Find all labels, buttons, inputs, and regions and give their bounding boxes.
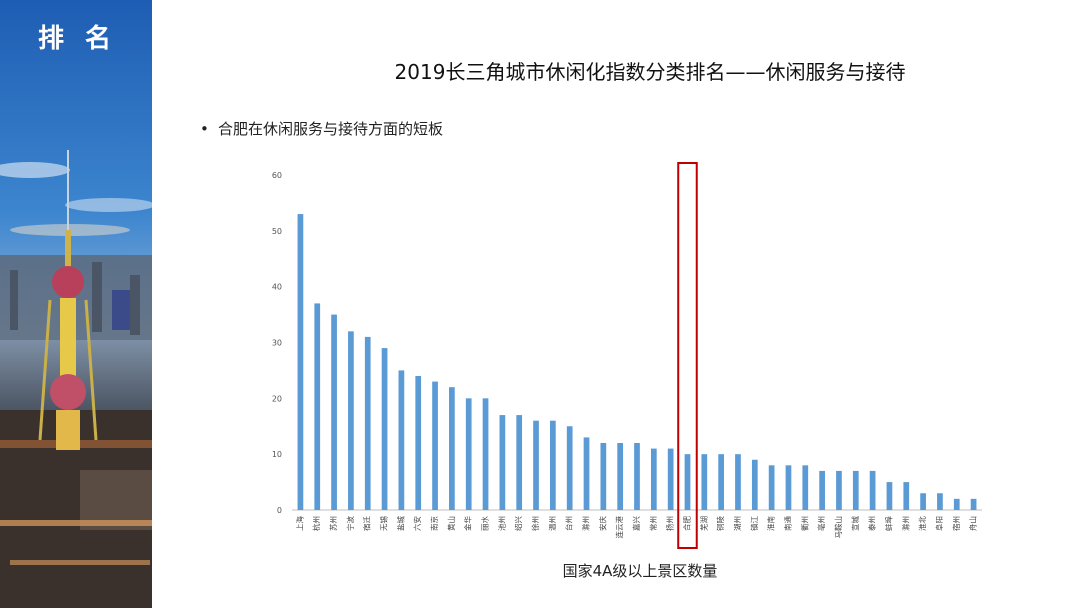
highlight-box bbox=[677, 162, 698, 549]
x-tick-label: 蚌埠 bbox=[883, 516, 893, 531]
bar bbox=[398, 370, 405, 510]
sidebar-photo: 排 名 bbox=[0, 0, 152, 608]
x-tick-label: 扬州 bbox=[665, 516, 675, 531]
x-tick-label: 淮北 bbox=[917, 516, 927, 531]
x-tick-label: 镇江 bbox=[749, 516, 759, 531]
x-tick-label: 六安 bbox=[412, 516, 422, 531]
bar bbox=[768, 465, 775, 510]
x-tick-label: 温州 bbox=[548, 516, 557, 531]
y-tick-label: 40 bbox=[272, 283, 282, 292]
bar bbox=[869, 470, 876, 510]
x-tick-label: 宁波 bbox=[345, 516, 355, 531]
bar-chart: 0 10 20 30 40 50 60 上海 杭州 苏州 宁波 宿迁 无锡 盐城 六安 南京 黄山 金华 丽水 池州绍… bbox=[272, 162, 982, 549]
bar bbox=[937, 493, 943, 510]
x-tick-label: 安庆 bbox=[597, 516, 607, 531]
x-tick-label: 亳州 bbox=[816, 516, 826, 531]
x-tick-label: 淮南 bbox=[766, 516, 776, 531]
bar bbox=[499, 415, 506, 510]
bar bbox=[600, 443, 607, 510]
bar bbox=[583, 437, 590, 510]
x-tick-label: 芜湖 bbox=[698, 516, 708, 531]
bar bbox=[432, 381, 438, 510]
bar bbox=[684, 454, 691, 510]
x-tick-label: 金华 bbox=[463, 516, 473, 531]
bullet-point: • 合肥在休闲服务与接待方面的短板 bbox=[200, 118, 443, 139]
x-tick-label: 宿迁 bbox=[362, 516, 372, 531]
x-tick-label: 连云港 bbox=[614, 516, 624, 539]
x-tick-label: 滁州 bbox=[900, 516, 910, 531]
bar bbox=[785, 465, 792, 510]
bullet-dot: • bbox=[200, 120, 209, 138]
bar bbox=[836, 470, 842, 510]
x-tick-label: 黄山 bbox=[446, 516, 456, 531]
bar bbox=[886, 482, 893, 510]
bar bbox=[735, 454, 741, 510]
bar bbox=[650, 448, 657, 510]
x-tick-label: 湖州 bbox=[733, 516, 742, 531]
x-tick-label: 阜阳 bbox=[934, 516, 944, 531]
x-tick-label: 泰州 bbox=[867, 516, 877, 531]
shanghai-skyline-image bbox=[0, 0, 152, 608]
x-tick-label: 苏州 bbox=[328, 516, 338, 531]
x-tick-label: 宣城 bbox=[850, 516, 860, 531]
bar bbox=[364, 336, 371, 510]
x-tick-label: 无锡 bbox=[380, 516, 389, 531]
bar bbox=[449, 387, 455, 510]
x-tick-label: 衢州 bbox=[799, 516, 809, 531]
x-tick-label: 滁州 bbox=[581, 516, 591, 531]
x-tick-label: 丽水 bbox=[480, 516, 490, 531]
bar bbox=[465, 398, 472, 510]
x-tick-label: 池州 bbox=[496, 516, 506, 531]
bar bbox=[381, 348, 388, 510]
x-tick-label: 常州 bbox=[649, 516, 658, 531]
bar bbox=[549, 420, 556, 510]
sidebar-label: 排 名 bbox=[38, 24, 118, 54]
bar bbox=[667, 448, 674, 510]
bar bbox=[482, 398, 489, 510]
bar bbox=[751, 459, 758, 510]
bar bbox=[718, 454, 725, 510]
bar bbox=[516, 415, 523, 510]
bar bbox=[953, 498, 960, 510]
page-title: 2019长三角城市休闲化指数分类排名——休闲服务与接待 bbox=[394, 60, 906, 84]
bar bbox=[802, 465, 809, 510]
bar bbox=[903, 482, 910, 510]
bar bbox=[701, 454, 708, 510]
bar bbox=[617, 443, 624, 510]
x-tick-label: 南通 bbox=[782, 516, 792, 531]
x-tick-label: 绍兴 bbox=[513, 516, 523, 531]
x-tick-label: 舟山 bbox=[968, 516, 978, 531]
y-tick-label: 30 bbox=[272, 339, 282, 348]
y-tick-label: 60 bbox=[272, 171, 282, 180]
y-tick-label: 50 bbox=[272, 227, 282, 236]
bar bbox=[819, 470, 825, 510]
x-tick-label: 嘉兴 bbox=[631, 516, 641, 531]
x-tick-label: 马鞍山 bbox=[833, 516, 843, 539]
bar bbox=[634, 443, 640, 510]
x-tick-label: 台州 bbox=[564, 516, 574, 531]
bar bbox=[852, 470, 859, 510]
bar bbox=[920, 493, 926, 510]
x-tick-label: 上海 bbox=[294, 516, 304, 531]
bar bbox=[331, 314, 337, 510]
bar bbox=[566, 426, 573, 510]
x-tick-label: 徐州 bbox=[530, 516, 540, 531]
bar bbox=[314, 303, 321, 510]
bar bbox=[297, 214, 304, 511]
bar bbox=[970, 498, 977, 510]
x-tick-label: 杭州 bbox=[311, 516, 321, 531]
x-tick-label: 南京 bbox=[429, 516, 439, 531]
x-axis-title: 国家4A级以上景区数量 bbox=[562, 562, 718, 580]
bullet-text: 合肥在休闲服务与接待方面的短板 bbox=[218, 120, 444, 138]
bar bbox=[348, 331, 354, 510]
x-tick-label: 盐城 bbox=[395, 516, 405, 531]
x-tick-label: 合肥 bbox=[681, 516, 691, 531]
y-tick-label: 0 bbox=[277, 506, 282, 515]
x-tick-label: 宿州 bbox=[951, 516, 961, 531]
y-tick-label: 20 bbox=[272, 394, 282, 403]
bar bbox=[415, 376, 422, 510]
y-tick-label: 10 bbox=[272, 450, 282, 459]
x-tick-label: 铜陵 bbox=[715, 516, 725, 531]
bar bbox=[533, 420, 539, 510]
